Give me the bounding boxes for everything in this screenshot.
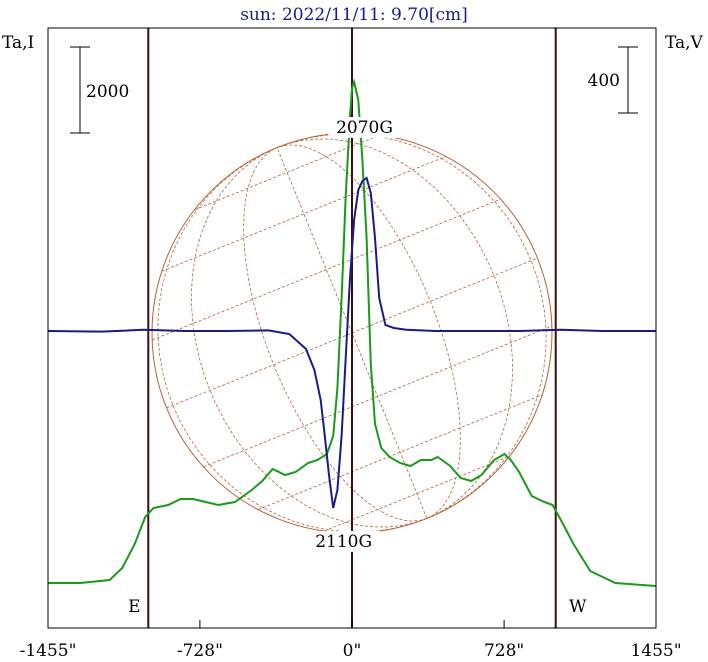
right-axis-label: Ta,V: [665, 33, 704, 53]
disk-meridian: [191, 147, 428, 528]
limb-marker-label: E: [128, 597, 140, 617]
x-tick-label: 0": [343, 641, 362, 661]
annotation-label: 2070G: [336, 118, 393, 138]
limb-marker-label: W: [569, 597, 587, 617]
annotation: 2110G: [307, 531, 380, 552]
disk-parallel: [203, 325, 553, 468]
disk-parallel: [161, 156, 447, 272]
right-scale-bar-label: 400: [588, 71, 620, 91]
annotation-label: 2110G: [315, 532, 372, 552]
right-scale-bar: 400: [588, 46, 638, 114]
x-tick-labels: -1455" -728" 0" 728" 1455": [20, 620, 682, 661]
disk-parallel: [151, 198, 501, 341]
field-annotations: 2070G 2110G: [307, 117, 401, 552]
x-tick-label: -1455": [20, 641, 77, 661]
series-line-I: [48, 78, 657, 587]
disk-meridian: [157, 147, 428, 533]
disk-parallel: [324, 455, 510, 532]
annotation: 2070G: [328, 117, 401, 138]
x-tick-label: -728": [177, 641, 223, 661]
left-scale-bar-label: 2000: [86, 82, 129, 102]
x-tick-label: 1455": [630, 641, 681, 661]
left-axis-label: Ta,I: [2, 33, 34, 53]
disk-meridian: [243, 147, 428, 522]
disk-parallel: [257, 394, 543, 510]
left-scale-bar: 2000: [70, 46, 129, 134]
series-line-V: [47, 176, 656, 509]
x-tick-label: 728": [484, 641, 524, 661]
chart-title: sun: 2022/11/11: 9.70[cm]: [240, 5, 468, 25]
